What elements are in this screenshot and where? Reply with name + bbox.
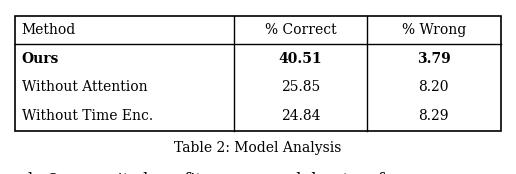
Text: Ours: Ours (22, 52, 59, 66)
Text: 8.20: 8.20 (418, 80, 449, 94)
Text: 24.84: 24.84 (281, 109, 320, 123)
Text: % Correct: % Correct (265, 23, 336, 37)
Text: Without Attention: Without Attention (22, 80, 147, 94)
Text: Without Time Enc.: Without Time Enc. (22, 109, 153, 123)
Bar (15, 16, 501, 130)
Text: Table 2: Model Analysis: Table 2: Model Analysis (174, 141, 342, 155)
Text: 25.85: 25.85 (281, 80, 320, 94)
Text: % Wrong: % Wrong (401, 23, 466, 37)
Text: 8.29: 8.29 (418, 109, 449, 123)
Text: Method: Method (22, 23, 76, 37)
Text: le 2 prove its benefit as our model outperforms: le 2 prove its benefit as our model outp… (28, 172, 426, 174)
Text: 40.51: 40.51 (279, 52, 322, 66)
Text: 3.79: 3.79 (417, 52, 450, 66)
